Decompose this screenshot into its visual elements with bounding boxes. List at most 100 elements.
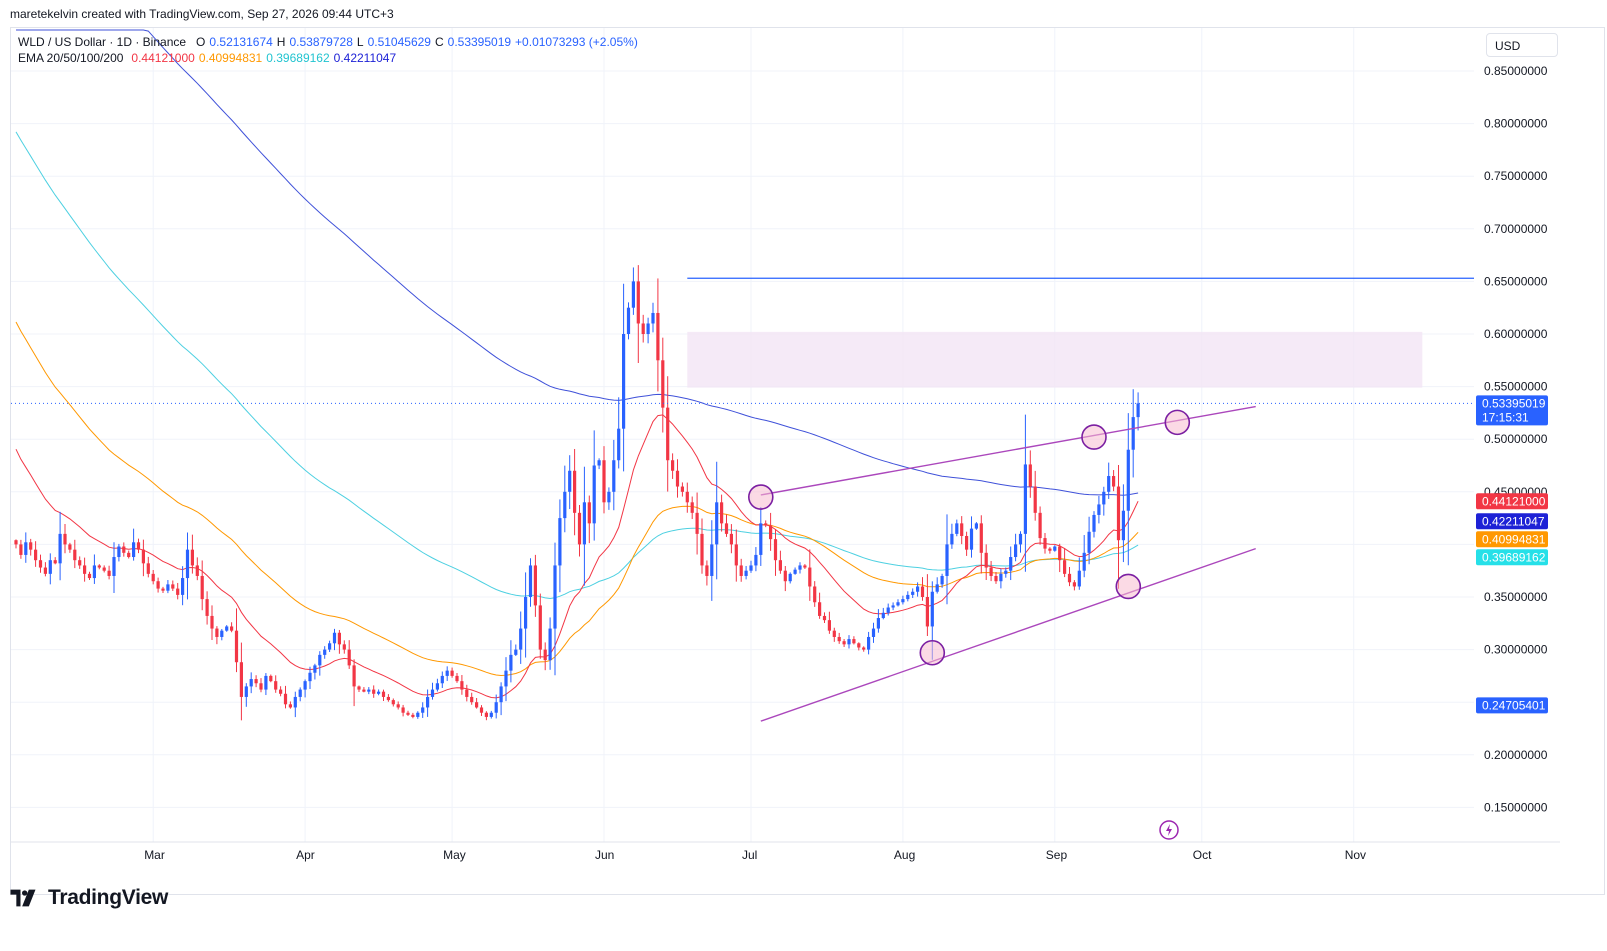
candle-down: [680, 486, 684, 492]
time-tick-label: Apr: [296, 848, 315, 862]
candle-up: [871, 628, 876, 637]
candle-up: [759, 523, 763, 555]
candle-down: [587, 502, 591, 524]
candle-up: [881, 612, 885, 619]
candle-down: [1063, 560, 1067, 574]
touch-circle: [1081, 424, 1107, 450]
candle-up: [1092, 514, 1096, 532]
candle-up: [1009, 557, 1013, 571]
flash-bolt-icon: [1166, 824, 1172, 836]
candle-up: [92, 565, 96, 579]
price-tick-label: 0.85000000: [1484, 64, 1548, 78]
open-value: 0.52131674: [209, 35, 273, 49]
candle-down: [1067, 573, 1072, 583]
candle-down: [43, 567, 47, 574]
price-tick-label: 0.20000000: [1484, 748, 1548, 762]
close-label: C: [434, 35, 444, 49]
candle-down: [533, 565, 537, 606]
candle-up: [582, 502, 586, 545]
candle-down: [83, 565, 87, 574]
candle-down: [920, 586, 925, 597]
candle-down: [1043, 538, 1047, 549]
candle-up: [249, 679, 253, 687]
ema-indicator-name[interactable]: EMA 20/50/100/200: [18, 51, 124, 65]
candle-up: [328, 643, 332, 650]
candle-down: [14, 540, 18, 545]
candle-up: [651, 312, 655, 324]
candle-up: [117, 546, 121, 558]
candle-down: [808, 567, 812, 587]
candle-down: [254, 679, 258, 684]
candle-down: [230, 626, 234, 631]
candle-down: [141, 549, 145, 564]
price-tag: [1476, 549, 1548, 566]
candle-up: [891, 605, 895, 608]
candle-down: [641, 323, 645, 334]
candle-down: [656, 312, 660, 361]
candle-up: [519, 628, 523, 650]
candle-up: [435, 683, 439, 690]
low-label: L: [356, 35, 364, 49]
candle-down: [602, 460, 606, 503]
price-tag-label: 0.39689162: [1482, 550, 1546, 564]
candle-down: [577, 512, 582, 545]
candle-up: [303, 681, 307, 690]
candle-down: [38, 560, 43, 568]
price-tick-label: 0.55000000: [1484, 380, 1548, 394]
candle-down: [465, 689, 469, 697]
price-tag-label: 0.42211047: [1482, 514, 1545, 528]
candle-up: [166, 584, 170, 591]
tradingview-brand[interactable]: TradingView: [10, 886, 168, 910]
candle-up: [308, 672, 312, 682]
candle-down: [337, 632, 341, 645]
candle-up: [1097, 504, 1101, 515]
candle-up: [48, 560, 52, 574]
candle-up: [1126, 449, 1130, 511]
candle-down: [357, 686, 361, 690]
price-tick-label: 0.30000000: [1484, 643, 1548, 657]
candle-down: [239, 662, 243, 697]
low-value: 0.51045629: [367, 35, 431, 49]
ema20-line: [15, 414, 1139, 699]
candle-down: [269, 675, 273, 682]
candle-down: [1072, 582, 1076, 587]
candle-up: [421, 707, 425, 713]
high-value: 0.53879728: [289, 35, 353, 49]
candle-down: [573, 470, 577, 513]
candle-up: [798, 565, 802, 570]
candle-up: [617, 428, 621, 461]
candle-down: [1058, 546, 1062, 561]
candle-up: [558, 518, 562, 566]
close-value: 0.53395019: [447, 35, 512, 49]
candle-down: [827, 620, 831, 631]
price-tag: [1476, 531, 1548, 548]
candle-down: [460, 681, 464, 690]
candle-up: [494, 702, 498, 713]
supply-zone-rect: [687, 331, 1423, 388]
candle-up: [499, 686, 503, 703]
candle-up: [754, 554, 758, 566]
candle-down: [803, 565, 807, 568]
candle-up: [553, 565, 557, 629]
price-tag: [1476, 395, 1548, 426]
candle-down: [362, 689, 366, 692]
ema50-line: [15, 321, 1139, 677]
price-tag-label: 0.24705401: [1482, 698, 1546, 712]
currency-button[interactable]: USD: [1486, 33, 1558, 57]
candle-up: [58, 533, 62, 564]
candle-down: [778, 560, 782, 571]
symbol-label[interactable]: WLD / US Dollar · 1D · Binance: [18, 35, 187, 49]
candle-up: [626, 307, 631, 334]
candle-up: [563, 491, 567, 519]
candle-up: [612, 460, 616, 492]
time-tick-label: Jun: [595, 848, 614, 862]
candle-down: [127, 552, 131, 558]
candle-down: [475, 702, 479, 708]
candle-down: [700, 533, 704, 566]
candle-up: [1082, 552, 1086, 571]
candle-up: [901, 599, 905, 603]
candle-down: [1116, 486, 1121, 541]
candle-up: [622, 334, 626, 429]
touch-circles: [747, 409, 1191, 666]
